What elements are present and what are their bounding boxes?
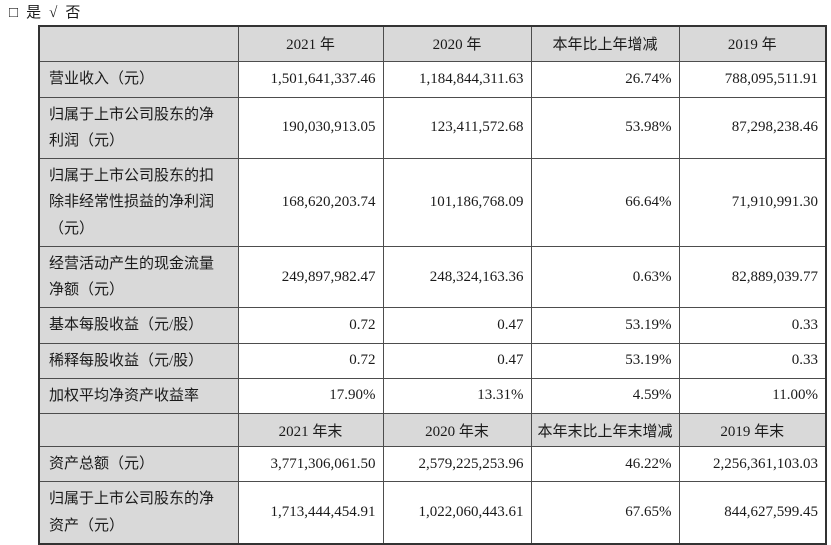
table-row-basic-eps: 基本每股收益（元/股） 0.72 0.47 53.19% 0.33 [38,307,827,344]
row-label: 归属于上市公司股东的净资产（元） [38,481,239,545]
cell-value: 0.33 [678,342,827,379]
row-label: 经营活动产生的现金流量净额（元） [38,245,239,309]
table-row-net-profit-excl-nonrecurring: 归属于上市公司股东的扣除非经常性损益的净利润（元） 168,620,203.74… [38,158,827,247]
row-label: 归属于上市公司股东的扣除非经常性损益的净利润（元） [38,158,239,247]
table-header-row-year-end: 2021 年末 2020 年末 本年末比上年末增减 2019 年末 [38,413,827,447]
header-yoy-change: 本年比上年增减 [530,25,680,62]
cell-value: 3,771,306,061.50 [237,445,384,483]
header-blank [38,413,239,447]
header-2021: 2021 年 [237,25,384,62]
table-header-row-annual: 2021 年 2020 年 本年比上年增减 2019 年 [38,25,827,62]
cell-value: 82,889,039.77 [678,245,827,309]
cell-value: 67.65% [530,481,680,545]
header-2021-end: 2021 年末 [237,413,384,447]
cell-value: 46.22% [530,445,680,483]
cell-value: 190,030,913.05 [237,96,384,159]
cell-value: 66.64% [530,158,680,247]
table-row-revenue: 营业收入（元） 1,501,641,337.46 1,184,844,311.6… [38,60,827,98]
cell-value: 1,022,060,443.61 [382,481,532,545]
row-label: 营业收入（元） [38,60,239,98]
cell-value: 844,627,599.45 [678,481,827,545]
cell-value: 2,256,361,103.03 [678,445,827,483]
cell-value: 248,324,163.36 [382,245,532,309]
header-year-end-change: 本年末比上年末增减 [530,413,680,447]
checkbox-unchecked-icon: □ [9,5,21,21]
cell-value: 1,184,844,311.63 [382,60,532,98]
table-row-net-profit: 归属于上市公司股东的净利润（元） 190,030,913.05 123,411,… [38,96,827,159]
cell-value: 71,910,991.30 [678,158,827,247]
header-2020-end: 2020 年末 [382,413,532,447]
cell-value: 788,095,511.91 [678,60,827,98]
cell-value: 4.59% [530,377,680,415]
row-label: 资产总额（元） [38,445,239,483]
row-label: 加权平均净资产收益率 [38,377,239,415]
cell-value: 0.63% [530,245,680,309]
cell-value: 0.47 [382,307,532,344]
cell-value: 53.19% [530,342,680,379]
yes-label: 是 [26,5,44,21]
cell-value: 0.47 [382,342,532,379]
table-row-net-assets: 归属于上市公司股东的净资产（元） 1,713,444,454.91 1,022,… [38,481,827,545]
yes-no-selector: □ 是 √ 否 [9,1,88,22]
row-label: 稀释每股收益（元/股） [38,342,239,379]
header-blank [38,25,239,62]
cell-value: 13.31% [382,377,532,415]
cell-value: 87,298,238.46 [678,96,827,159]
cell-value: 26.74% [530,60,680,98]
cell-value: 249,897,982.47 [237,245,384,309]
cell-value: 123,411,572.68 [382,96,532,159]
table-row-diluted-eps: 稀释每股收益（元/股） 0.72 0.47 53.19% 0.33 [38,342,827,379]
cell-value: 0.72 [237,342,384,379]
cell-value: 101,186,768.09 [382,158,532,247]
cell-value: 53.98% [530,96,680,159]
cell-value: 1,501,641,337.46 [237,60,384,98]
table-row-operating-cash-flow: 经营活动产生的现金流量净额（元） 249,897,982.47 248,324,… [38,245,827,309]
table-row-total-assets: 资产总额（元） 3,771,306,061.50 2,579,225,253.9… [38,445,827,483]
cell-value: 2,579,225,253.96 [382,445,532,483]
row-label: 归属于上市公司股东的净利润（元） [38,96,239,159]
check-icon: √ [49,5,60,21]
cell-value: 0.33 [678,307,827,344]
cell-value: 53.19% [530,307,680,344]
financial-summary-table: 2021 年 2020 年 本年比上年增减 2019 年 营业收入（元） 1,5… [38,25,827,545]
cell-value: 168,620,203.74 [237,158,384,247]
table-row-weighted-avg-roe: 加权平均净资产收益率 17.90% 13.31% 4.59% 11.00% [38,377,827,415]
header-2019-end: 2019 年末 [678,413,827,447]
cell-value: 1,713,444,454.91 [237,481,384,545]
cell-value: 11.00% [678,377,827,415]
header-2020: 2020 年 [382,25,532,62]
header-2019: 2019 年 [678,25,827,62]
no-label: 否 [65,5,83,21]
cell-value: 0.72 [237,307,384,344]
row-label: 基本每股收益（元/股） [38,307,239,344]
cell-value: 17.90% [237,377,384,415]
